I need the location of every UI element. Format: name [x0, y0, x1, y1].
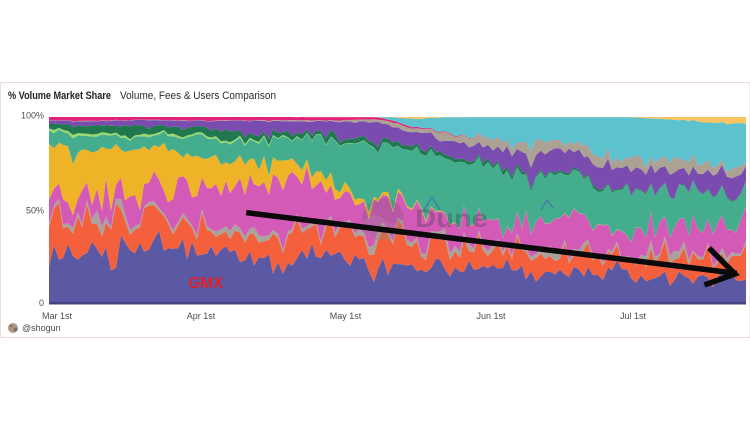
- svg-text:50%: 50%: [26, 206, 44, 216]
- svg-text:May 1st: May 1st: [330, 311, 362, 321]
- svg-text:100%: 100%: [21, 111, 44, 121]
- svg-text:Volume, Fees & Users Compariso: Volume, Fees & Users Comparison: [120, 90, 276, 102]
- svg-text:Dune: Dune: [415, 205, 488, 233]
- svg-text:Apr 1st: Apr 1st: [187, 311, 216, 321]
- svg-text:% Volume Market Share: % Volume Market Share: [8, 90, 111, 102]
- svg-text:Mar 1st: Mar 1st: [42, 311, 73, 321]
- svg-text:0: 0: [39, 298, 44, 308]
- svg-text:Jun 1st: Jun 1st: [476, 311, 506, 321]
- svg-text:Jul 1st: Jul 1st: [620, 311, 647, 321]
- svg-text:GMX: GMX: [189, 275, 224, 292]
- svg-text:@shogun: @shogun: [22, 323, 61, 333]
